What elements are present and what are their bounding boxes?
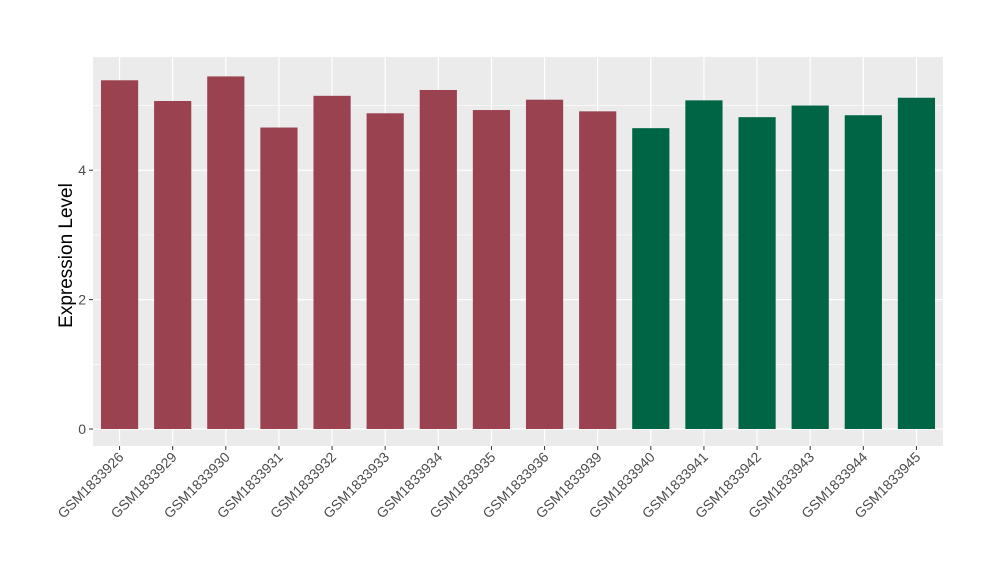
- y-axis: 0 2 4: [78, 162, 93, 437]
- y-axis-title: Expression Level: [56, 183, 77, 328]
- bar-GSM1833939: [579, 111, 617, 429]
- bar-GSM1833933: [366, 113, 404, 429]
- y-tick-label: 4: [78, 162, 86, 178]
- bar-GSM1833930: [207, 76, 245, 430]
- x-axis: GSM1833926GSM1833929GSM1833930GSM1833931…: [54, 446, 924, 521]
- bar-GSM1833926: [100, 80, 139, 429]
- bar-GSM1833940: [632, 128, 670, 429]
- bar-GSM1833942: [738, 117, 776, 429]
- bar-GSM1833941: [685, 100, 723, 430]
- bar-GSM1833944: [844, 115, 882, 430]
- bar-GSM1833943: [791, 105, 829, 430]
- y-tick-label: 2: [78, 292, 86, 308]
- bar-GSM1833945: [897, 97, 936, 429]
- y-tick-label: 0: [78, 421, 86, 437]
- bar-GSM1833934: [419, 89, 457, 429]
- bar-GSM1833932: [313, 95, 351, 430]
- bar-GSM1833931: [260, 127, 298, 430]
- bar-GSM1833929: [154, 100, 192, 429]
- bars: [100, 76, 936, 430]
- bar-GSM1833935: [472, 110, 511, 429]
- bar-GSM1833936: [525, 99, 564, 429]
